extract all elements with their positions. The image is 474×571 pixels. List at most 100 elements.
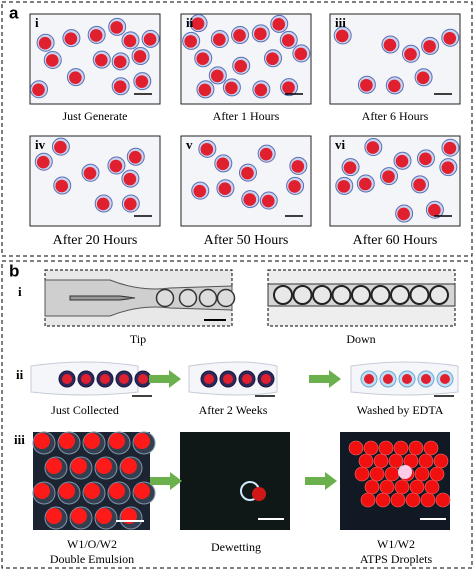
droplet-core: [71, 508, 87, 524]
droplet: [360, 492, 376, 508]
caption: Down: [346, 332, 375, 346]
caption: After 6 Hours: [362, 109, 429, 123]
droplet-core: [124, 197, 137, 211]
droplet-core: [123, 172, 137, 186]
droplet: [378, 440, 394, 456]
caption: W1/W2: [377, 537, 415, 551]
arrow: [149, 370, 181, 388]
droplet-core: [440, 374, 450, 384]
droplet: [390, 285, 410, 305]
droplet-core: [54, 140, 67, 154]
droplet-core: [59, 433, 75, 449]
caption: Just Collected: [51, 403, 119, 417]
droplet-core: [46, 458, 62, 474]
droplet: [409, 479, 425, 495]
droplet-core: [243, 193, 257, 206]
caption: Dewetting: [211, 540, 261, 554]
droplet-core: [223, 374, 233, 384]
droplet-core: [254, 27, 267, 41]
droplet-core: [382, 170, 395, 183]
droplet-core: [337, 180, 351, 193]
droplet-core: [62, 374, 72, 384]
droplet-core: [281, 34, 295, 47]
droplet-core: [191, 17, 205, 30]
image-numeral: iv: [35, 137, 46, 152]
droplet-core: [383, 38, 397, 52]
droplet: [358, 453, 374, 469]
droplet: [424, 479, 440, 495]
droplet-core: [94, 53, 108, 67]
droplet-core: [109, 159, 123, 173]
droplet: [429, 466, 445, 482]
droplet-core: [428, 203, 441, 217]
droplet-core: [419, 152, 432, 166]
droplet-core: [198, 83, 212, 97]
caption: After 50 Hours: [204, 233, 289, 248]
droplet-core: [46, 508, 62, 524]
droplet-core: [282, 81, 295, 94]
image-numeral: vi: [335, 137, 346, 152]
panel-a-border: [1, 1, 473, 257]
droplet: [409, 285, 430, 305]
droplet-core: [119, 374, 129, 384]
droplet-core: [81, 374, 91, 384]
micrograph: [180, 432, 290, 530]
droplet: [364, 479, 380, 495]
droplet-core: [225, 81, 238, 95]
caption: After 1 Hours: [213, 109, 280, 123]
droplet-core: [395, 154, 409, 168]
droplet-core: [288, 180, 301, 193]
droplet-core: [109, 483, 125, 499]
caption: After 2 Weeks: [199, 403, 268, 417]
droplet-core: [360, 78, 373, 92]
droplet-core: [421, 374, 431, 384]
droplet: [388, 453, 404, 469]
droplet: [363, 440, 379, 456]
droplet-core: [397, 207, 410, 221]
droplet-core: [402, 374, 412, 384]
droplet: [348, 440, 364, 456]
droplet-core: [404, 47, 417, 61]
droplet: [394, 479, 410, 495]
droplet: [433, 453, 449, 469]
droplet-core: [200, 143, 214, 156]
droplet-core: [109, 433, 125, 449]
droplet-core: [55, 179, 69, 193]
image-numeral: iii: [335, 15, 346, 30]
caption: ATPS Droplets: [360, 552, 433, 566]
droplet-core: [366, 141, 380, 154]
panel-label: a: [9, 3, 19, 22]
droplet-core: [261, 194, 275, 208]
droplet-core: [233, 29, 246, 42]
droplet-core: [234, 59, 247, 73]
droplet: [390, 492, 406, 508]
caption: After 60 Hours: [353, 233, 438, 248]
droplet: [384, 466, 400, 482]
droplet: [178, 288, 198, 308]
droplet-core: [272, 18, 286, 31]
droplet-core: [32, 83, 45, 97]
droplet-core: [184, 35, 197, 48]
droplet-core: [254, 83, 268, 97]
droplet-core: [69, 71, 82, 84]
droplet-core: [96, 508, 112, 524]
droplet-core: [113, 80, 127, 94]
droplet-core: [34, 483, 50, 499]
caption: Just Generate: [63, 109, 128, 123]
droplet-core: [204, 374, 214, 384]
droplet-core: [135, 75, 149, 88]
droplet-core: [121, 458, 137, 474]
droplet-core: [123, 34, 137, 48]
image-numeral: ii: [186, 15, 194, 30]
droplet: [351, 285, 371, 305]
droplet: [420, 492, 436, 508]
droplet-core: [128, 150, 142, 164]
droplet: [198, 288, 218, 308]
droplet: [375, 492, 391, 508]
droplet: [414, 466, 430, 482]
droplet-core: [443, 141, 457, 155]
droplet-core: [364, 374, 374, 384]
droplet-core: [218, 182, 232, 196]
glare: [398, 465, 412, 479]
